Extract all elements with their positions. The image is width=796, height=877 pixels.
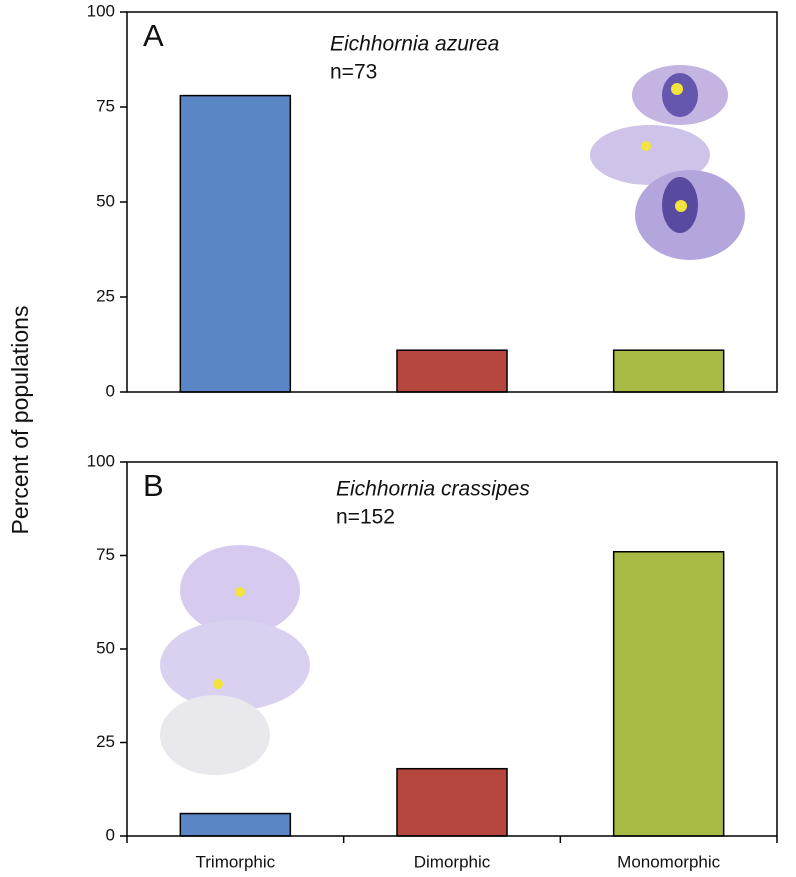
y-tick-label: 50 — [96, 191, 115, 210]
panel-label: B — [143, 468, 164, 503]
flower-illustration-a — [590, 65, 745, 260]
y-axis-label: Percent of populations — [7, 306, 33, 535]
panel-label: A — [143, 18, 164, 53]
y-tick-label: 25 — [96, 286, 115, 305]
bar — [179, 94, 292, 393]
bar — [396, 767, 508, 837]
x-tick-label: Dimorphic — [414, 852, 491, 871]
y-tick-label: 75 — [96, 96, 115, 115]
y-tick-label: 75 — [96, 545, 115, 564]
chart-subtitle: n=152 — [336, 506, 395, 529]
flower-illustration-b — [160, 545, 310, 775]
y-tick-label: 0 — [106, 381, 115, 400]
chart-subtitle: n=73 — [330, 61, 377, 84]
bar — [179, 812, 292, 837]
y-tick-label: 100 — [87, 1, 115, 20]
x-tick-label: Monomorphic — [617, 852, 720, 871]
bar — [612, 349, 725, 393]
plot-frame — [126, 461, 778, 837]
bar — [396, 349, 508, 393]
y-tick-label: 100 — [87, 451, 115, 470]
y-tick-label: 25 — [96, 732, 115, 751]
plot-frame — [126, 11, 778, 393]
bar — [612, 551, 725, 837]
chart-title: Eichhornia crassipes — [336, 478, 530, 501]
chart-title: Eichhornia azurea — [330, 33, 499, 56]
y-tick-label: 50 — [96, 638, 115, 657]
x-tick-label: Trimorphic — [196, 852, 276, 871]
y-tick-label: 0 — [106, 825, 115, 844]
